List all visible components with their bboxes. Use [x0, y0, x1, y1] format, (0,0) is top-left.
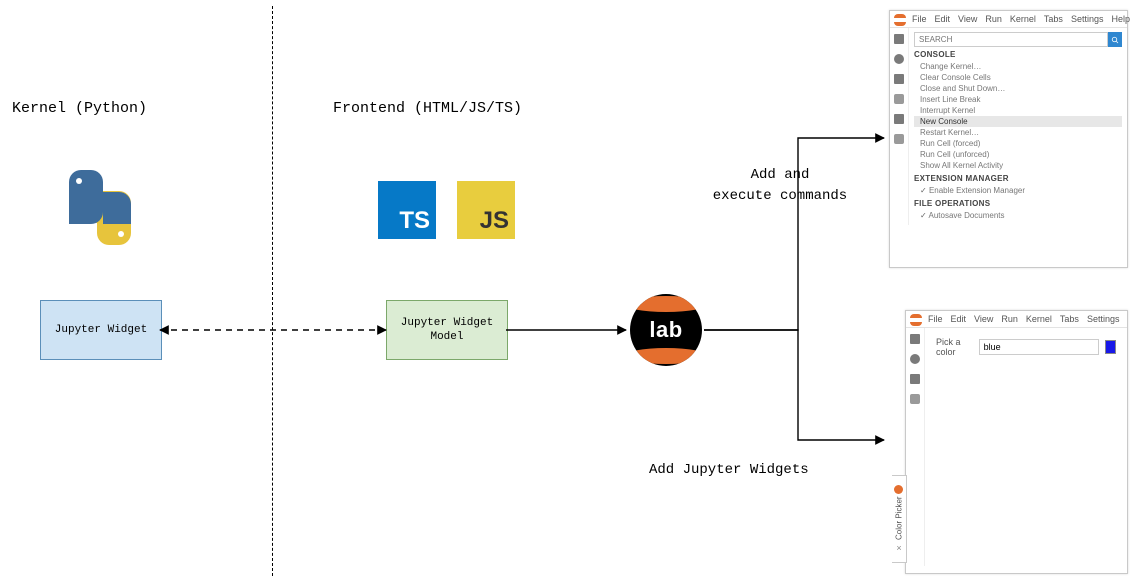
- cmd-interrupt-kernel[interactable]: Interrupt Kernel: [914, 105, 1122, 116]
- caption-commands-l2: execute commands: [695, 186, 865, 207]
- folder-icon[interactable]: [910, 334, 920, 344]
- jupyter-widget-label: Jupyter Widget: [55, 323, 147, 337]
- heading-kernel: Kernel (Python): [12, 100, 147, 117]
- typescript-label: TS: [393, 203, 436, 239]
- menu-kernel[interactable]: Kernel: [1010, 14, 1036, 24]
- menubar: File Edit View Run Kernel Tabs Settings Help: [890, 11, 1127, 28]
- menu-file[interactable]: File: [928, 314, 943, 324]
- section-divider: [272, 6, 273, 576]
- cmd-restart-kernel[interactable]: Restart Kernel…: [914, 127, 1122, 138]
- menu-run[interactable]: Run: [1001, 314, 1018, 324]
- menu-run[interactable]: Run: [985, 14, 1002, 24]
- extension-icon[interactable]: [894, 134, 904, 144]
- menu-edit[interactable]: Edit: [935, 14, 951, 24]
- settings-icon[interactable]: [894, 94, 904, 104]
- edge-lab-widgets: [704, 330, 884, 440]
- typescript-icon: TS: [378, 181, 436, 239]
- side-tab-label: Color Picker: [895, 497, 904, 541]
- widget-screenshot: File Edit View Run Kernel Tabs Settings Pick a…: [905, 310, 1128, 574]
- settings-icon[interactable]: [910, 394, 920, 404]
- running-icon[interactable]: [910, 354, 920, 364]
- tabs-icon[interactable]: [894, 114, 904, 124]
- cmd-run-cell-forced[interactable]: Run Cell (forced): [914, 138, 1122, 149]
- search-row: [914, 32, 1122, 47]
- section-console: CONSOLE: [914, 50, 1122, 59]
- search-button[interactable]: [1108, 32, 1122, 47]
- picker-swatch[interactable]: [1105, 340, 1116, 354]
- jupyterlab-label: lab: [630, 317, 702, 343]
- commands-icon[interactable]: [910, 374, 920, 384]
- menu-view[interactable]: View: [958, 14, 977, 24]
- caption-widgets: Add Jupyter Widgets: [649, 460, 809, 481]
- running-icon[interactable]: [894, 54, 904, 64]
- caption-commands: Add and execute commands: [695, 165, 865, 207]
- cmd-new-console[interactable]: New Console: [914, 116, 1122, 127]
- menu-file[interactable]: File: [912, 14, 927, 24]
- cmd-insert-line-break[interactable]: Insert Line Break: [914, 94, 1122, 105]
- menubar: File Edit View Run Kernel Tabs Settings: [906, 311, 1127, 328]
- cmd-close-and-shut-down[interactable]: Close and Shut Down…: [914, 83, 1122, 94]
- widget-panel: Pick a color: [925, 328, 1127, 566]
- close-icon[interactable]: ×: [894, 543, 904, 553]
- cmd-change-kernel[interactable]: Change Kernel…: [914, 61, 1122, 72]
- commands-screenshot: File Edit View Run Kernel Tabs Settings Help CO…: [889, 10, 1128, 268]
- menu-edit[interactable]: Edit: [951, 314, 967, 324]
- menu-kernel[interactable]: Kernel: [1026, 314, 1052, 324]
- javascript-label: JS: [474, 203, 515, 239]
- jupyter-small-icon: [895, 485, 904, 494]
- jupyter-widget-box: Jupyter Widget: [40, 300, 162, 360]
- jupyter-widget-model-box: Jupyter Widget Model: [386, 300, 508, 360]
- menu-settings[interactable]: Settings: [1087, 314, 1120, 324]
- heading-frontend: Frontend (HTML/JS/TS): [333, 100, 522, 117]
- activity-bar: [906, 328, 925, 566]
- jupyter-widget-model-label: Jupyter Widget Model: [401, 316, 493, 345]
- menu-tabs[interactable]: Tabs: [1060, 314, 1079, 324]
- menu-view[interactable]: View: [974, 314, 993, 324]
- folder-icon[interactable]: [894, 34, 904, 44]
- menu-tabs[interactable]: Tabs: [1044, 14, 1063, 24]
- javascript-icon: JS: [457, 181, 515, 239]
- picker-label: Pick a color: [936, 337, 973, 357]
- cmd-run-cell-unforced[interactable]: Run Cell (unforced): [914, 149, 1122, 160]
- cmd-show-all-kernel-activity[interactable]: Show All Kernel Activity: [914, 160, 1122, 171]
- commands-icon[interactable]: [894, 74, 904, 84]
- section-extension-manager: EXTENSION MANAGER: [914, 174, 1122, 183]
- menu-settings[interactable]: Settings: [1071, 14, 1104, 24]
- python-icon: [65, 170, 135, 245]
- jupyter-icon: [894, 14, 906, 26]
- search-input[interactable]: [914, 32, 1108, 47]
- cmd-autosave-documents[interactable]: Autosave Documents: [914, 210, 1122, 221]
- section-file-operations: FILE OPERATIONS: [914, 199, 1122, 208]
- cmd-clear-console-cells[interactable]: Clear Console Cells: [914, 72, 1122, 83]
- activity-bar: [890, 28, 909, 225]
- jupyterlab-icon: lab: [630, 294, 702, 366]
- jupyter-icon: [910, 314, 922, 326]
- command-palette: CONSOLE Change Kernel…Clear Console Cells…: [909, 28, 1127, 225]
- menu-help[interactable]: Help: [1111, 14, 1130, 24]
- cmd-enable-extension-manager[interactable]: Enable Extension Manager: [914, 185, 1122, 196]
- side-tab-color-picker[interactable]: × Color Picker: [892, 475, 907, 563]
- caption-commands-l1: Add and: [695, 165, 865, 186]
- picker-value-input[interactable]: [979, 339, 1099, 355]
